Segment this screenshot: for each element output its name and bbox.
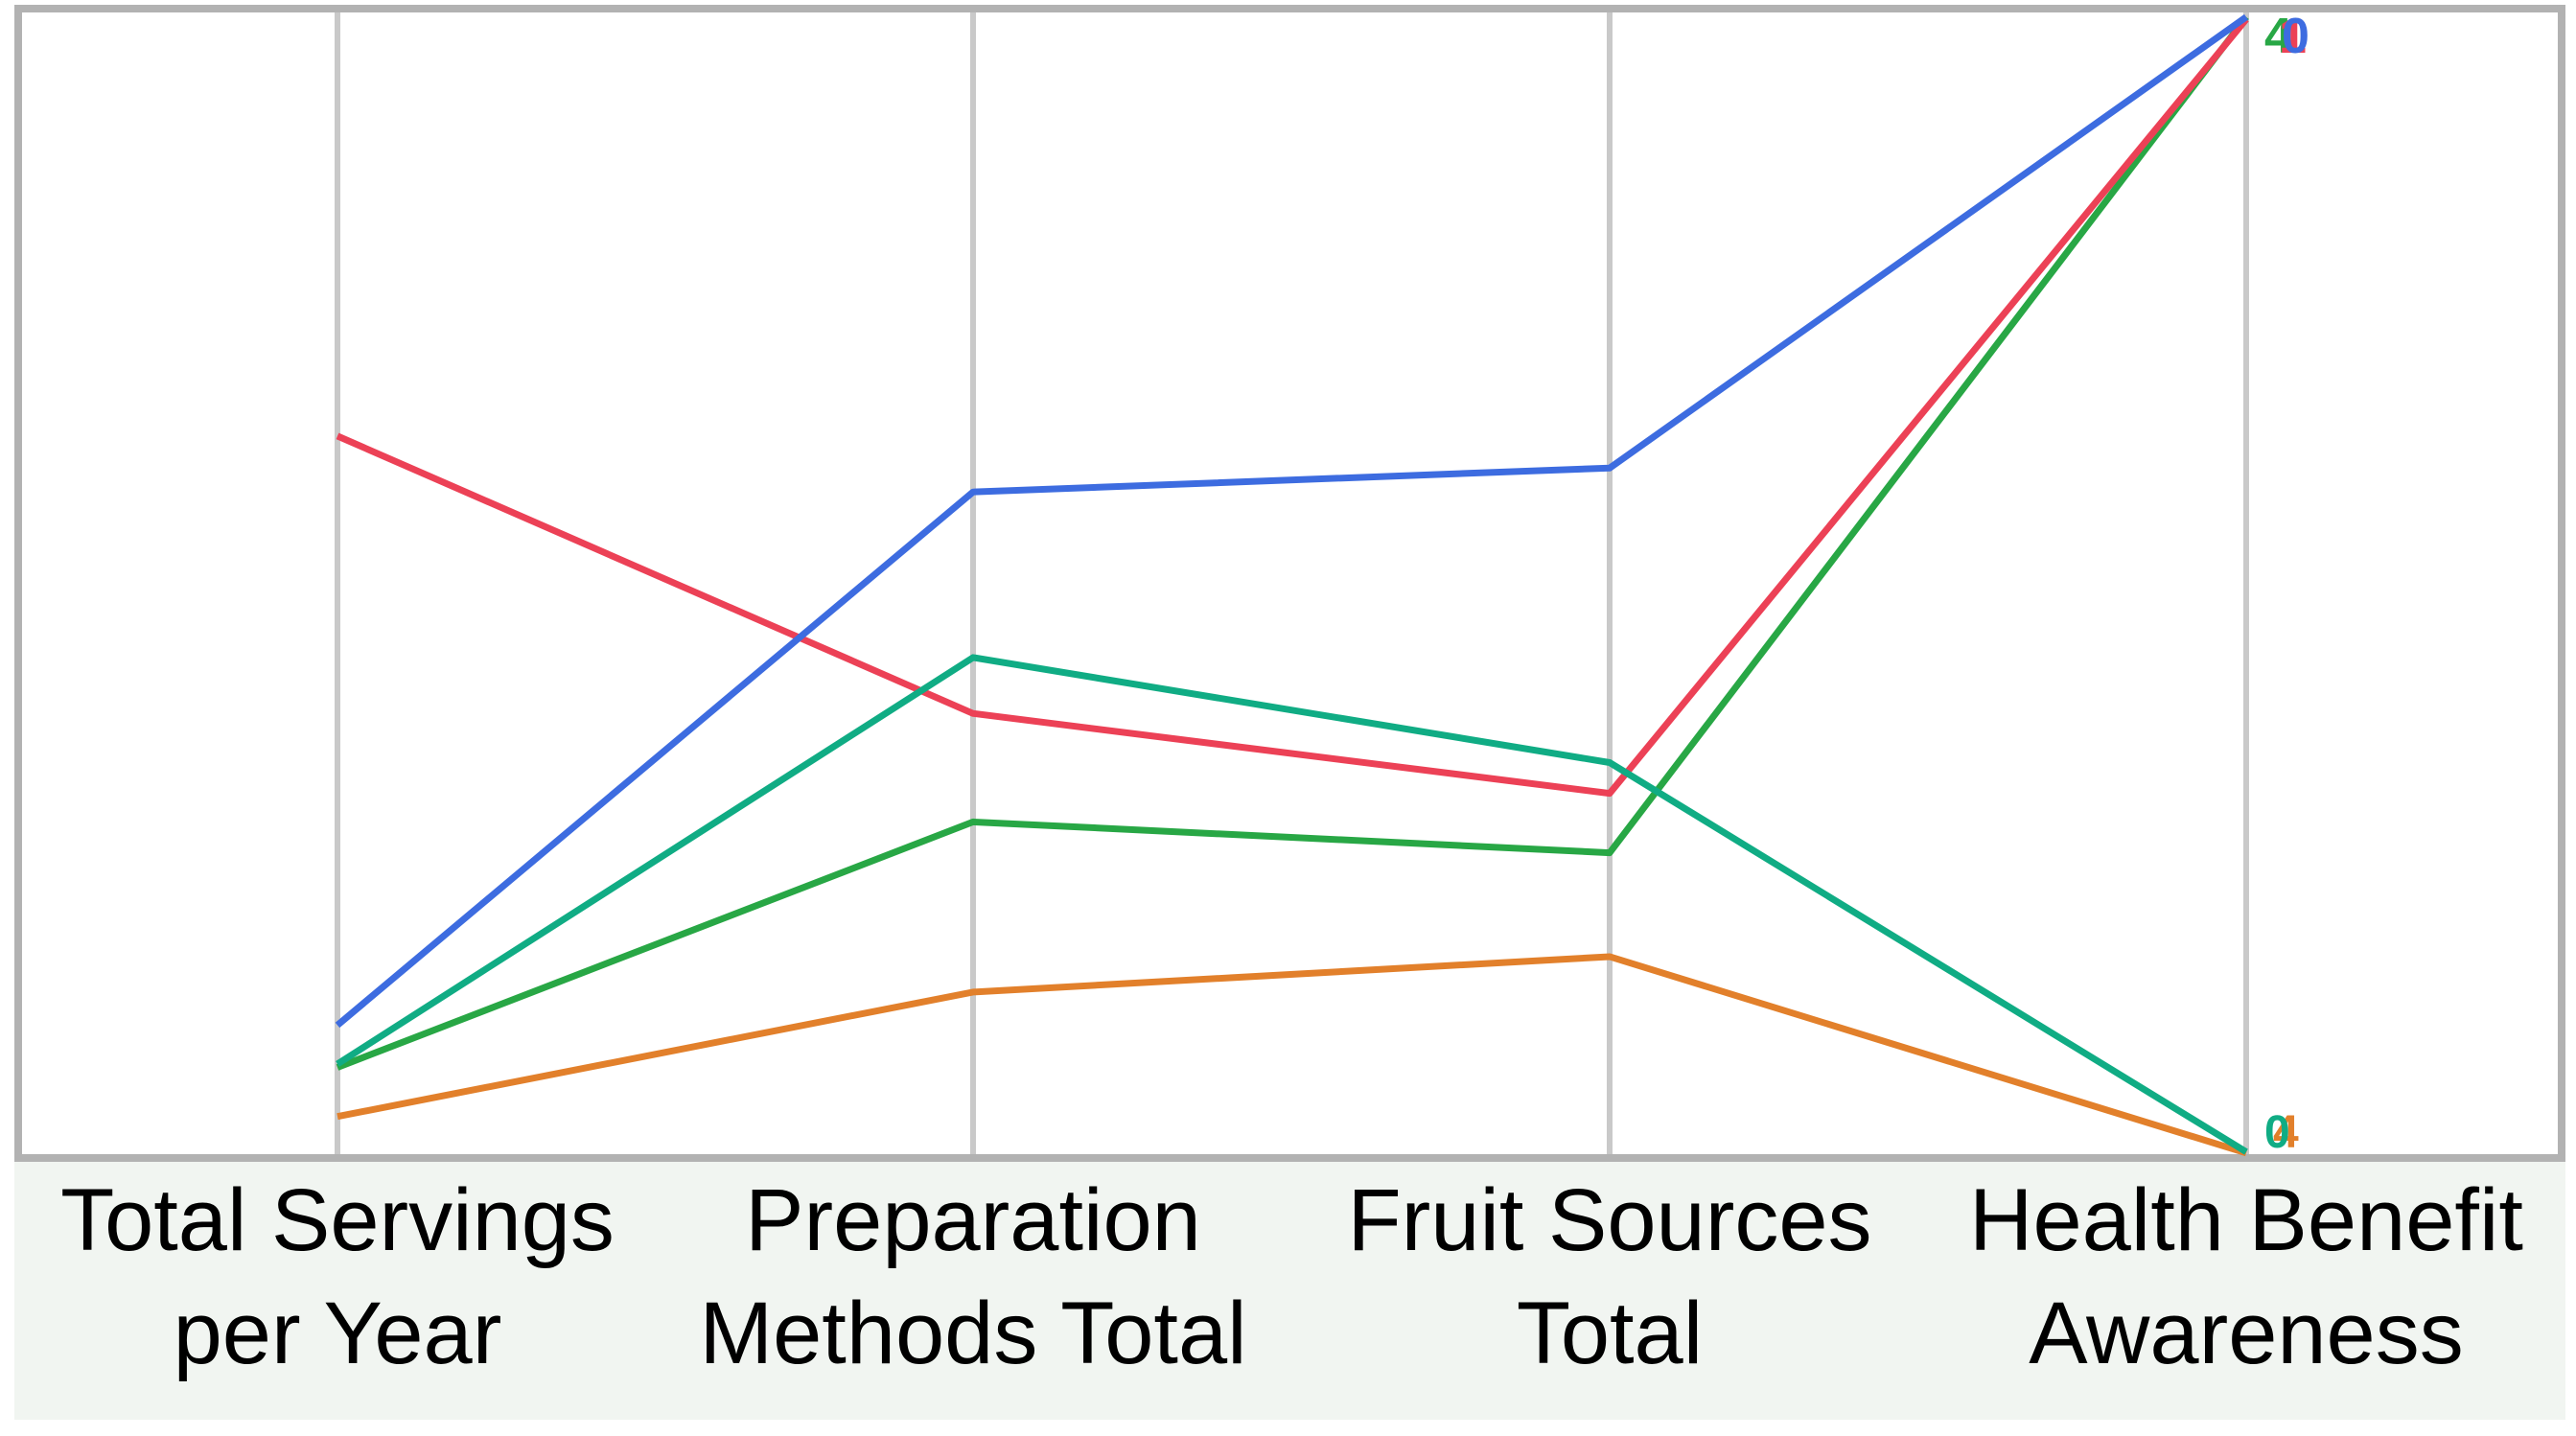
- axis-label-line: Health Benefit: [1969, 1171, 2523, 1269]
- axis-label-line: per Year: [173, 1285, 502, 1382]
- axis-label-line: Methods Total: [699, 1285, 1247, 1382]
- axis-label-line: Fruit Sources: [1347, 1171, 1872, 1269]
- axis-label-health-benefit: Health Benefit Awareness: [1969, 1162, 2523, 1390]
- axis-label-total-servings: Total Servings per Year: [60, 1162, 615, 1390]
- axis-label-line: Total: [1516, 1285, 1704, 1382]
- axis-label-line: Total Servings: [60, 1171, 615, 1269]
- axis-label-line: Awareness: [2029, 1285, 2464, 1382]
- axis-label-preparation-methods: Preparation Methods Total: [699, 1162, 1246, 1390]
- axis-label-fruit-sources: Fruit Sources Total: [1347, 1162, 1871, 1390]
- endpoint-value-teal: 0: [2264, 1107, 2290, 1158]
- endpoint-value-blue: 0: [2282, 9, 2309, 64]
- endpoint-value-orange: 4: [2273, 1107, 2299, 1158]
- chart-plot-area: [14, 5, 2565, 1162]
- endpoint-value-green: 4: [2264, 9, 2292, 64]
- endpoint-value-crimson: 1: [2279, 9, 2307, 64]
- axis-label-band: Total Servings per Year Preparation Meth…: [14, 1162, 2565, 1420]
- axis-label-line: Preparation: [745, 1171, 1201, 1269]
